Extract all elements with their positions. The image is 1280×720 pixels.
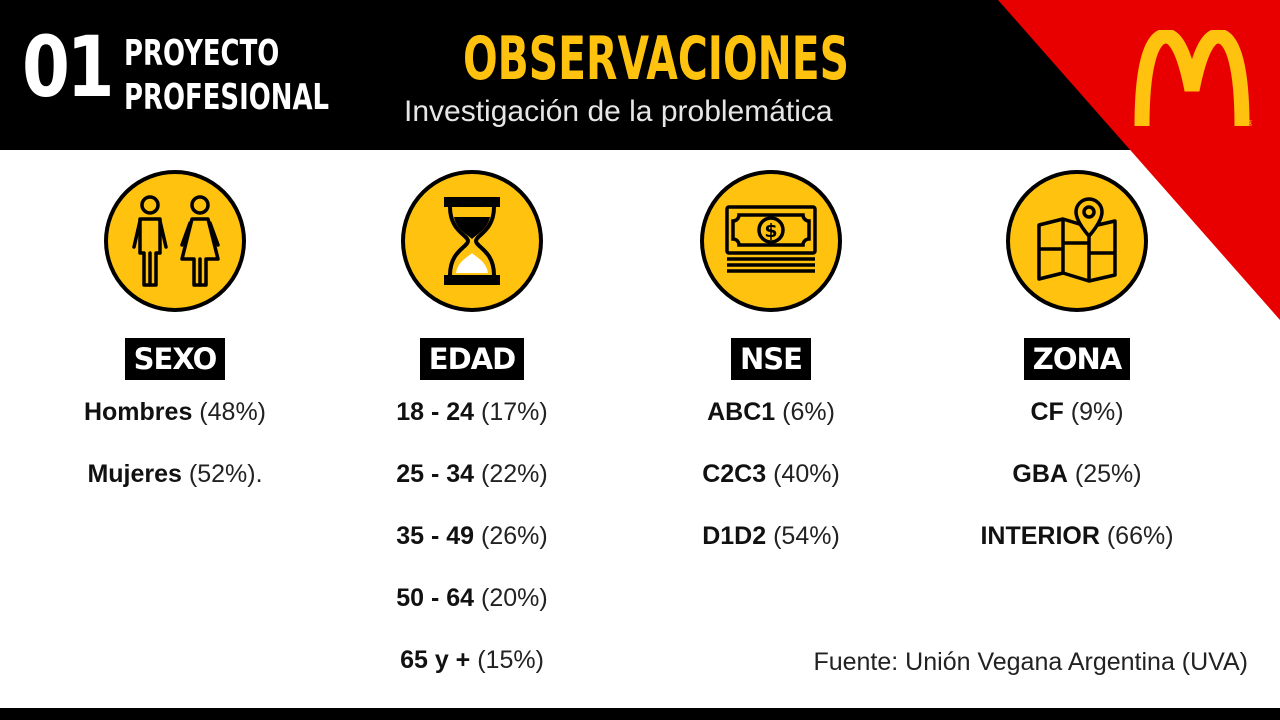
list-item: 18 - 24 (17%) [396, 398, 548, 426]
items-list-sexo: Hombres (48%) Mujeres (52%). [25, 394, 325, 518]
footer-bar [0, 708, 1280, 720]
items-list-nse: ABC1 (6%) C2C3 (40%) D1D2 (54%) [621, 394, 921, 580]
project-label-line1: PROYECTO [124, 33, 280, 74]
page-subtitle: Investigación de la problemática [404, 95, 833, 128]
list-item: ABC1 (6%) [707, 398, 835, 426]
red-corner-decoration [998, 0, 1280, 320]
list-item: D1D2 (54%) [702, 522, 840, 550]
category-label-sexo: SEXO [124, 338, 226, 380]
list-item: C2C3 (40%) [702, 460, 840, 488]
list-item: Hombres (48%) [83, 398, 266, 426]
project-label-line2: PROFESIONAL [124, 77, 330, 118]
items-list-edad: 18 - 24 (17%) 25 - 34 (22%) 35 - 49 (26%… [322, 394, 622, 704]
svg-text:®: ® [1246, 119, 1252, 128]
list-item: 65 y + (15%) [400, 646, 544, 674]
money-icon: $ [700, 170, 842, 312]
list-item: 50 - 64 (20%) [396, 584, 548, 612]
category-label-nse: NSE [731, 338, 811, 380]
svg-text:$: $ [764, 220, 777, 242]
hourglass-icon [401, 170, 543, 312]
list-item: CF (9%) [1030, 398, 1124, 426]
category-label-zona: ZONA [1023, 338, 1131, 380]
project-label: PROYECTO PROFESIONAL [124, 32, 329, 120]
source-note: Fuente: Unión Vegana Argentina (UVA) [813, 648, 1248, 676]
list-item: GBA (25%) [1012, 460, 1142, 488]
column-edad: EDAD 18 - 24 (17%) 25 - 34 (22%) 35 - 49… [322, 170, 622, 704]
list-item: 25 - 34 (22%) [396, 460, 548, 488]
people-icon [104, 170, 246, 312]
section-number: 01 [22, 18, 115, 116]
column-sexo: SEXO Hombres (48%) Mujeres (52%). [25, 170, 325, 518]
category-label-edad: EDAD [419, 338, 525, 380]
map-pin-icon [1006, 170, 1148, 312]
column-zona: ZONA CF (9%) GBA (25%) INTERIOR (66%) [927, 170, 1227, 580]
golden-arches-logo: ® [1134, 30, 1252, 128]
column-nse: $ NSE ABC1 (6%) C2C3 (40%) D1D2 (54%) [621, 170, 921, 580]
list-item: 35 - 49 (26%) [396, 522, 548, 550]
page-title: OBSERVACIONES [463, 24, 850, 94]
list-item: INTERIOR (66%) [980, 522, 1174, 550]
items-list-zona: CF (9%) GBA (25%) INTERIOR (66%) [927, 394, 1227, 580]
list-item: Mujeres (52%). [87, 460, 263, 488]
